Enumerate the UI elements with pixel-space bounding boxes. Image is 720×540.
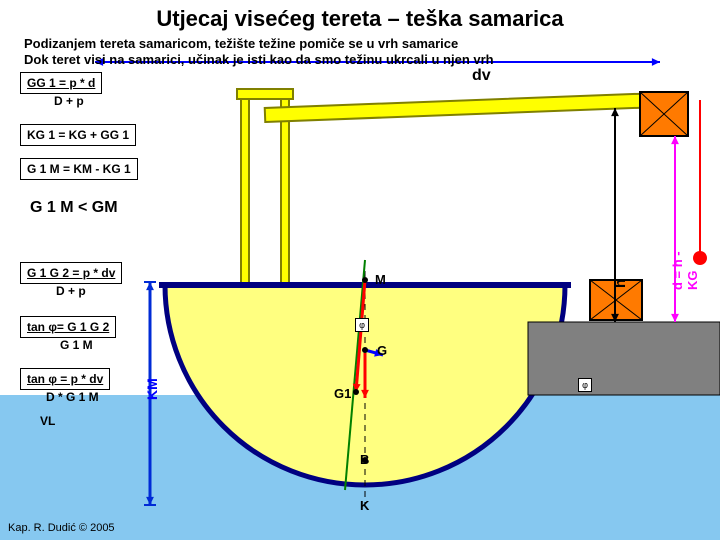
eq-kg1: KG 1 = KG + GG 1 <box>20 124 136 146</box>
km-axis-label: KM <box>144 378 160 400</box>
subtitle-2: Dok teret visi na samarici, učinak je is… <box>24 52 494 69</box>
eq-g1g2: G 1 G 2 = p * dv <box>20 262 122 284</box>
eq-gg1: GG 1 = p * d <box>20 72 102 94</box>
point-G1: G1 <box>334 386 351 401</box>
angle-phi-2: φ <box>578 378 592 392</box>
point-B: B <box>360 452 369 467</box>
angle-phi: φ <box>355 318 369 332</box>
point-G: G <box>377 343 387 358</box>
point-M: M <box>375 272 386 287</box>
eq-tan2: tan φ = p * dv <box>20 368 110 390</box>
eq-gg1b: D + p <box>54 94 84 110</box>
h-axis-label: h <box>612 279 629 288</box>
eq-tan1b: G 1 M <box>60 338 93 354</box>
rel-g1m-gm: G 1 M < GM <box>30 198 118 219</box>
eq-g1g2b: D + p <box>56 284 86 300</box>
eq-g1m: G 1 M = KM - KG 1 <box>20 158 138 180</box>
eq-tan1: tan φ= G 1 G 2 <box>20 316 116 338</box>
point-K: K <box>360 498 369 513</box>
copyright: Kap. R. Dudić © 2005 <box>8 522 115 534</box>
eq-tan2b: D * G 1 M <box>46 390 99 406</box>
page-title: Utjecaj visećeg tereta – teška samarica <box>0 6 720 32</box>
waterline-label: VL <box>40 414 55 430</box>
dv-label: dv <box>472 66 491 87</box>
subtitle-1: Podizanjem tereta samaricom, težište tež… <box>24 36 458 53</box>
d-axis-label: d = h - KG <box>670 240 700 290</box>
